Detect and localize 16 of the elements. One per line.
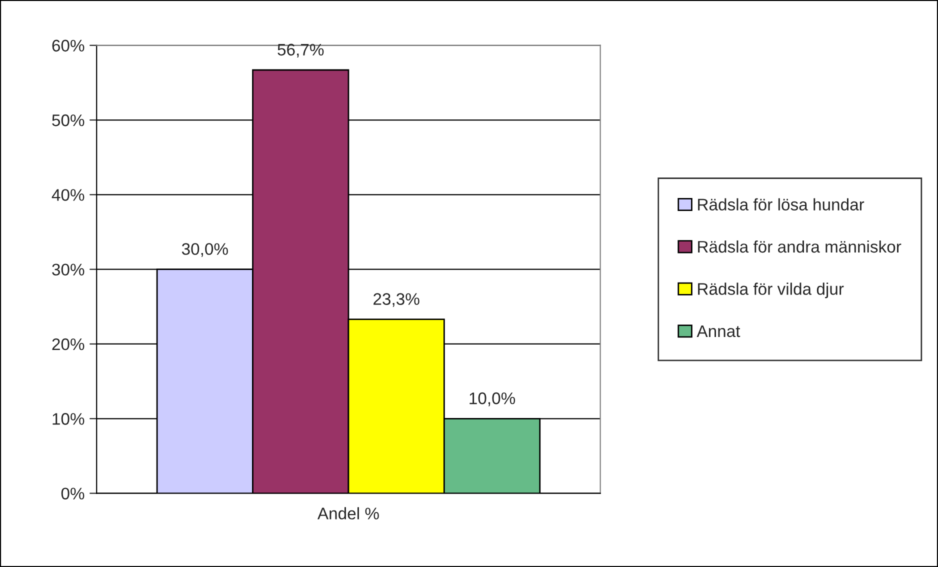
y-tick-label: 40%: [52, 189, 84, 201]
legend-label: Annat: [696, 325, 740, 338]
data-label: 10,0%: [470, 392, 516, 406]
legend-label: Rädsla för andra människor: [698, 240, 902, 253]
y-tick-label: 30%: [52, 264, 84, 276]
data-label: 56,7%: [278, 44, 324, 58]
y-tick-label: 0%: [61, 488, 84, 500]
y-tick-label: 50%: [52, 114, 84, 126]
y-tick-label: 10%: [52, 413, 84, 425]
data-label: 23,3%: [374, 293, 420, 307]
legend-label: Rädsla för lösa hundar: [698, 198, 864, 210]
x-tick-label: Andel %: [317, 507, 379, 520]
y-tick-label: 60%: [52, 40, 84, 52]
legend-label: Rädsla för vilda djur: [698, 282, 844, 298]
data-label: 30,0%: [182, 243, 228, 257]
y-tick-label: 20%: [52, 338, 84, 350]
